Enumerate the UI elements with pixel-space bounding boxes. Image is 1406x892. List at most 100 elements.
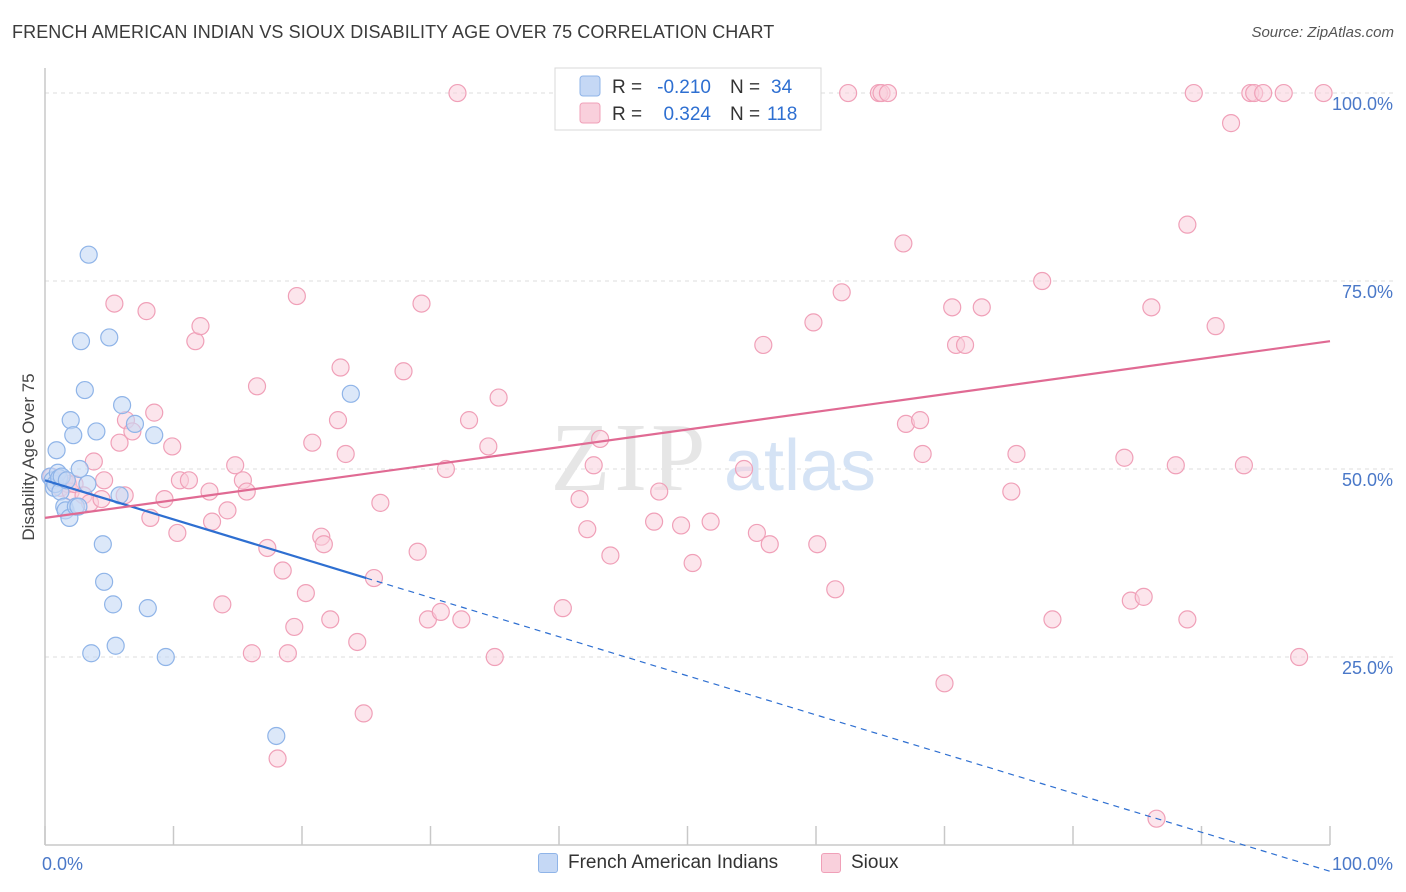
sioux-point xyxy=(452,610,471,629)
sioux-point xyxy=(179,471,199,490)
sioux-point xyxy=(200,482,219,501)
sioux-point xyxy=(1314,83,1333,103)
sioux-point xyxy=(747,523,766,543)
sioux-point xyxy=(1007,444,1026,464)
french-american-indian-point xyxy=(138,599,157,618)
sioux-point xyxy=(287,286,306,306)
french-american-indian-point xyxy=(78,474,97,494)
y-axis-label: Disability Age Over 75 xyxy=(19,373,38,540)
y-tick-labels: 25.0% 50.0% 75.0% 100.0% xyxy=(1332,94,1393,678)
sioux-point xyxy=(570,489,589,509)
sioux-point xyxy=(894,234,913,253)
sioux-point xyxy=(394,362,413,381)
sioux-point xyxy=(1290,647,1309,667)
french-american-indian-point xyxy=(71,332,91,351)
sioux-point xyxy=(191,317,210,336)
legend-swatch-blue xyxy=(579,75,601,97)
french-american-indian-point xyxy=(267,726,286,746)
sioux-point xyxy=(1142,298,1161,317)
french-american-indian-point xyxy=(125,414,145,434)
sioux-point xyxy=(754,335,773,355)
sioux-point xyxy=(584,456,603,475)
sioux-point xyxy=(268,749,287,768)
legend-r-value-1: -0.210 xyxy=(657,77,711,98)
legend-swatch xyxy=(821,853,841,873)
sioux-point xyxy=(1206,317,1225,336)
sioux-point xyxy=(935,674,954,693)
sioux-point xyxy=(1184,83,1203,103)
chart-title: FRENCH AMERICAN INDIAN VS SIOUX DISABILI… xyxy=(12,22,775,42)
sioux-point xyxy=(832,283,851,302)
french-american-indian-point xyxy=(100,328,119,347)
french-american-indian-point xyxy=(47,441,66,460)
gridlines xyxy=(45,92,1395,658)
legend-item-sioux: Sioux xyxy=(821,852,899,874)
sioux-point xyxy=(328,411,348,430)
sioux-point xyxy=(479,437,498,456)
legend-n-label-2: N = xyxy=(730,104,760,125)
french-american-indian-trend-line xyxy=(44,479,367,580)
french-american-indian-point xyxy=(75,380,94,400)
sioux-point xyxy=(760,535,779,554)
sioux-point xyxy=(145,403,164,422)
sioux-point xyxy=(408,542,427,561)
french-american-indian-point xyxy=(156,647,175,667)
sioux-point xyxy=(218,501,237,520)
sioux-point xyxy=(804,313,823,332)
sioux-point xyxy=(431,602,450,621)
axes xyxy=(44,68,1331,846)
sioux-point xyxy=(247,377,267,396)
sioux-point xyxy=(650,482,669,501)
series-legend: French American Indians Sioux xyxy=(0,852,1406,878)
legend-label: French American Indians xyxy=(568,852,779,873)
french-american-indian-point xyxy=(87,422,106,441)
french-american-indian-point xyxy=(106,636,125,655)
sioux-point xyxy=(644,512,664,531)
sioux-point xyxy=(110,433,129,452)
sioux-point xyxy=(163,437,182,456)
sioux-point xyxy=(578,520,597,539)
sioux-point xyxy=(354,704,373,723)
legend-n-label-1: N = xyxy=(730,77,760,98)
sioux-point xyxy=(336,444,355,464)
y-tick-label: 25.0% xyxy=(1342,658,1393,678)
sioux-point xyxy=(105,294,124,313)
sioux-point xyxy=(1043,610,1062,629)
sioux-point xyxy=(972,298,991,317)
sioux-point xyxy=(137,302,156,321)
sioux-point xyxy=(278,644,297,663)
correlation-legend: R = -0.210 N = 34 R = 0.324 N = 118 xyxy=(554,67,822,131)
sioux-point xyxy=(1134,587,1153,606)
sioux-point xyxy=(591,429,610,449)
legend-r-label-2: R = xyxy=(612,104,642,125)
sioux-point xyxy=(601,546,620,565)
sioux-point xyxy=(436,459,456,479)
sioux-point xyxy=(84,452,103,471)
sioux-point xyxy=(485,647,504,667)
legend-r-value-2: 0.324 xyxy=(663,104,711,125)
x-tick-label: 0.0% xyxy=(42,854,83,874)
sioux-point xyxy=(878,83,898,103)
sioux-point xyxy=(734,459,754,479)
sioux-point xyxy=(1178,215,1197,234)
sioux-point xyxy=(943,298,962,317)
french-american-indian-point xyxy=(82,644,101,663)
sioux-point xyxy=(155,489,174,509)
legend-label: Sioux xyxy=(851,852,899,873)
sioux-point xyxy=(348,632,367,652)
french-american-indian-point xyxy=(61,411,80,430)
french-american-indian-point xyxy=(112,396,132,415)
sioux-point xyxy=(1002,482,1021,501)
french-american-indian-point xyxy=(79,245,98,264)
sioux-point xyxy=(331,358,350,377)
sioux-point xyxy=(314,535,333,554)
sioux-point xyxy=(273,561,292,580)
sioux-point xyxy=(242,644,261,663)
sioux-point xyxy=(553,599,572,618)
legend-n-value-1: 34 xyxy=(771,77,793,98)
sioux-point xyxy=(1274,83,1293,103)
french-american-indian-point xyxy=(93,535,112,554)
sioux-point xyxy=(701,512,720,531)
sioux-point xyxy=(303,433,322,452)
sioux-point xyxy=(808,535,827,554)
